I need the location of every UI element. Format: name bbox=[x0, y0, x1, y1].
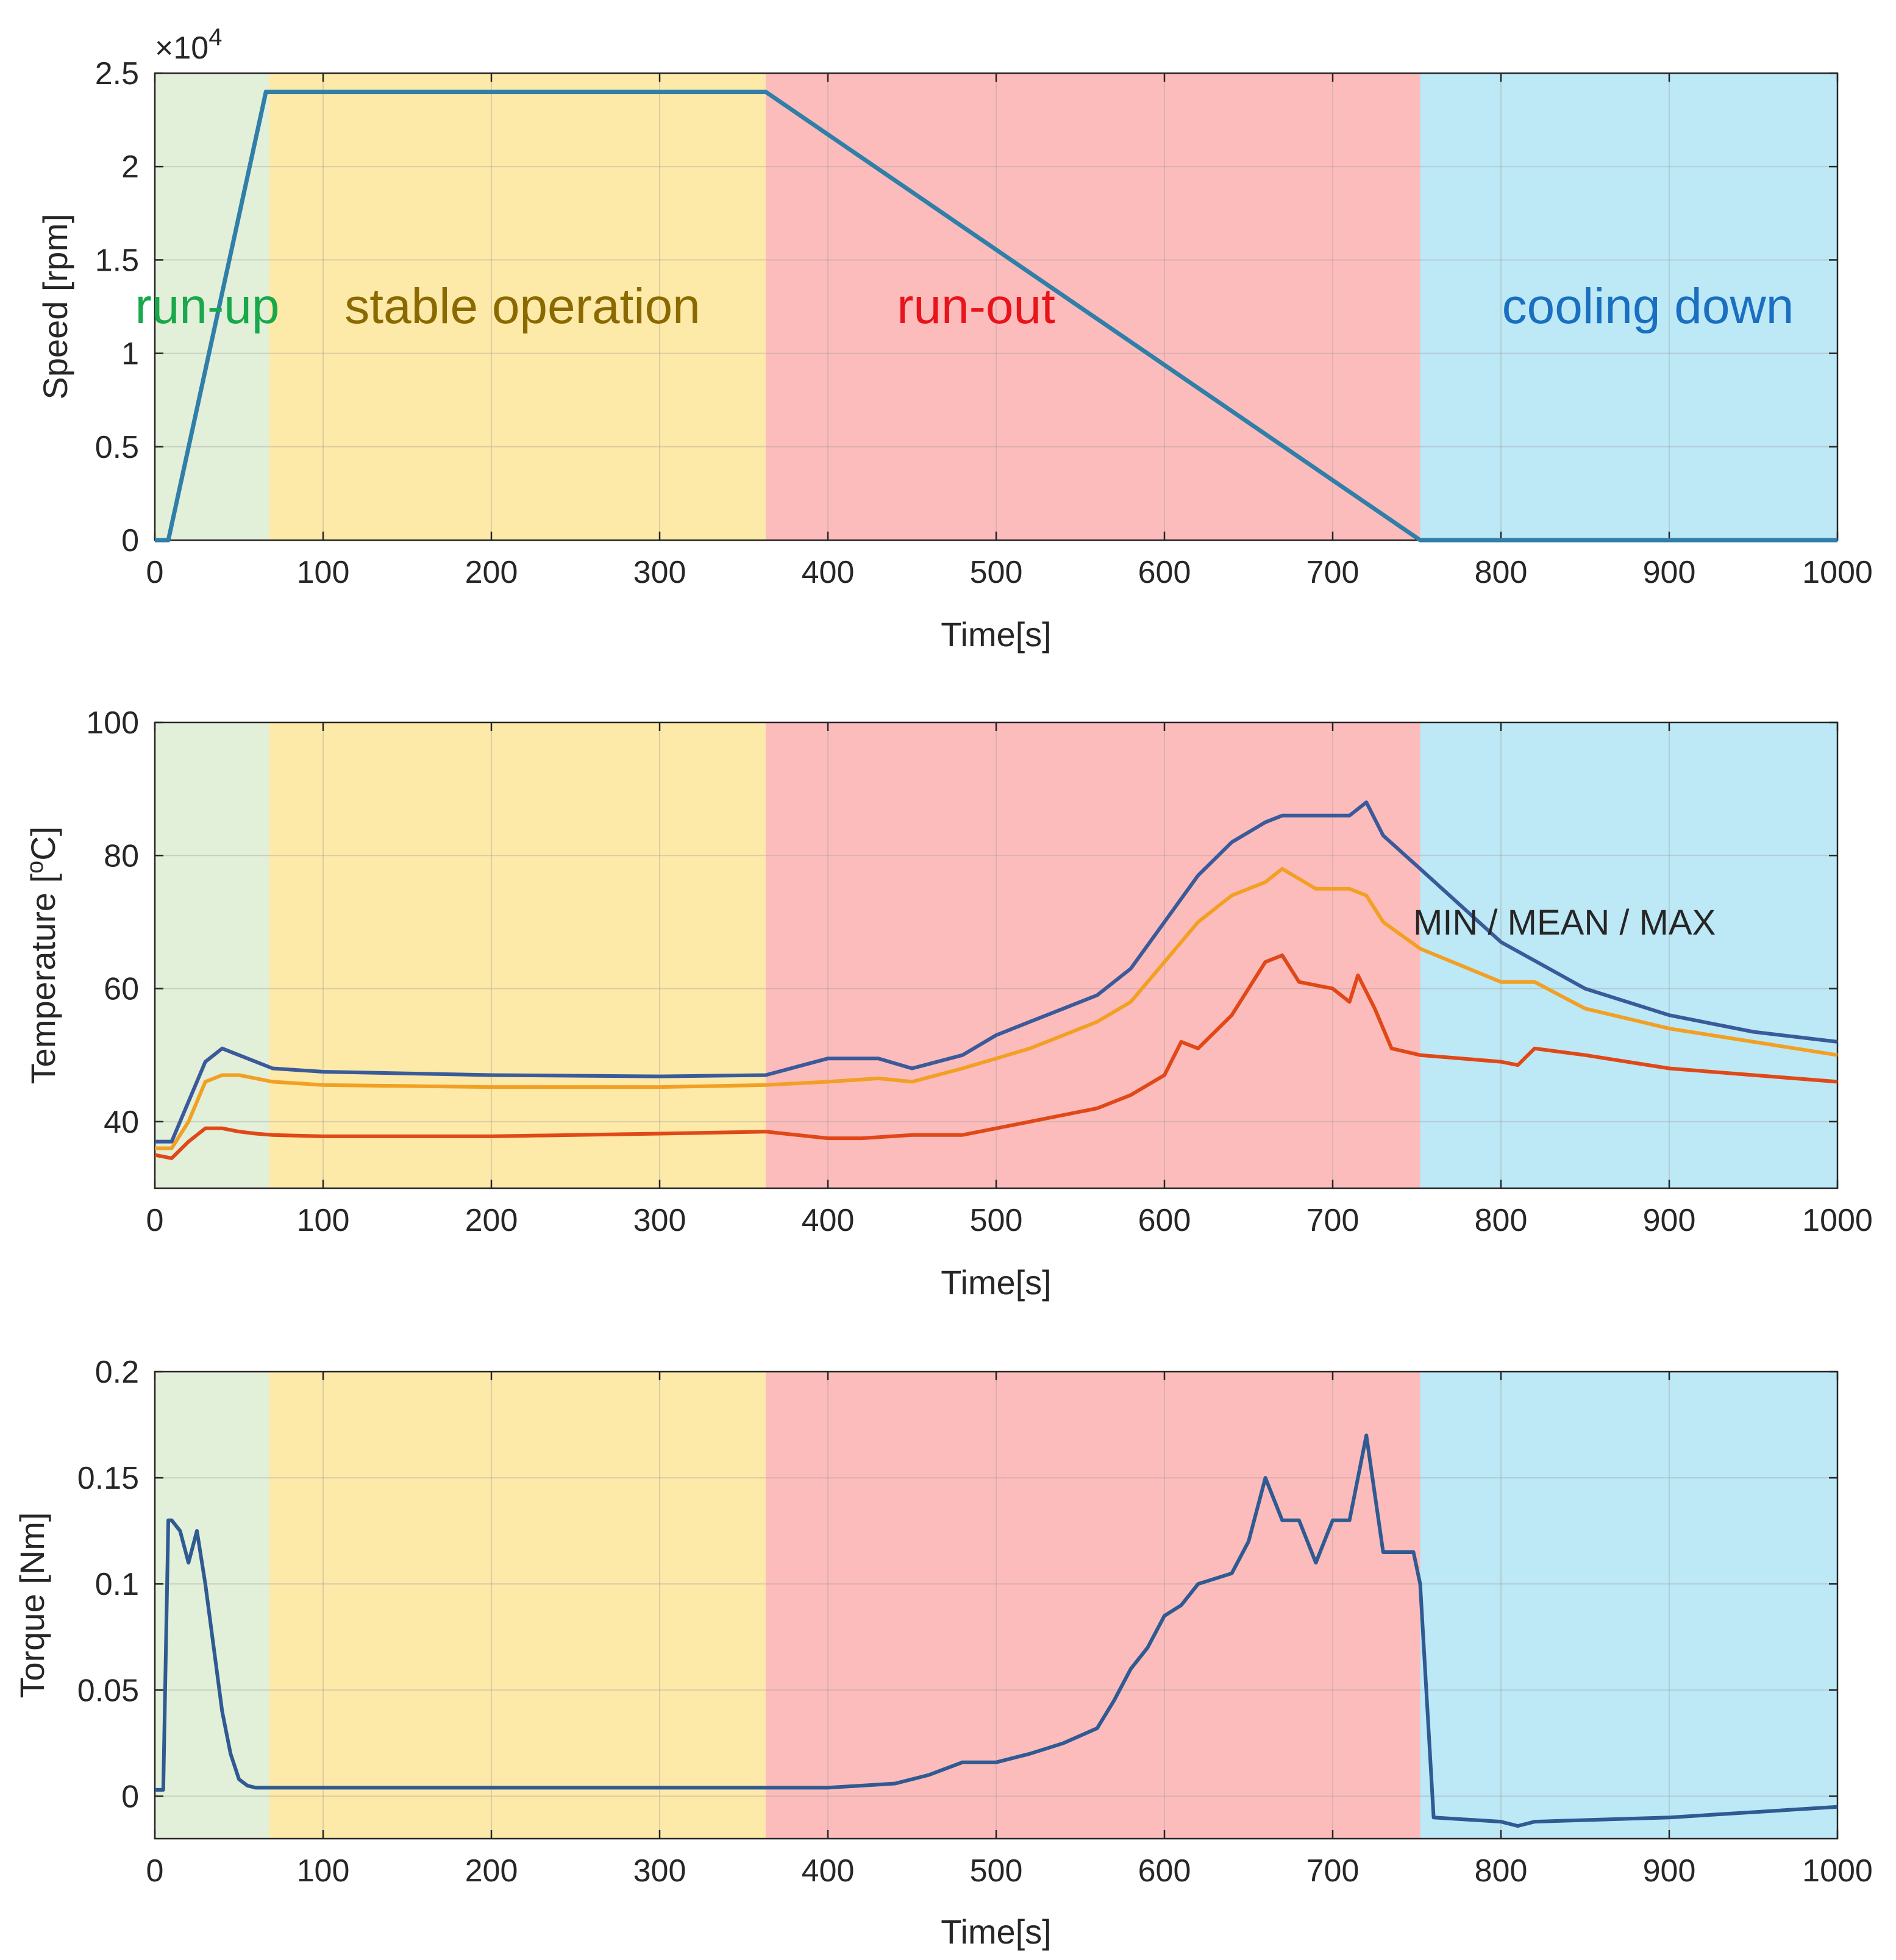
speed-x-tick-label-100: 100 bbox=[297, 555, 350, 590]
torque-x-ticks: 0 100 200 300 400 500 600 700 800 900 1000 bbox=[146, 1372, 1873, 1889]
temperature-x-tick-label-800: 800 bbox=[1475, 1203, 1528, 1238]
speed-y-tick-label-0: 0 bbox=[121, 523, 139, 558]
torque-x-tick-label-900: 900 bbox=[1643, 1853, 1696, 1889]
speed-y-tick-label-0.5: 0.5 bbox=[95, 430, 139, 465]
speed-x-tick-label-0: 0 bbox=[146, 555, 164, 590]
speed-phase-run-up bbox=[155, 73, 269, 540]
phase-label-cooling: cooling down bbox=[1502, 279, 1794, 334]
temperature-y-tick-label-60: 60 bbox=[104, 972, 139, 1007]
temperature-x-tick-label-500: 500 bbox=[970, 1203, 1023, 1238]
torque-x-tick-label-700: 700 bbox=[1306, 1853, 1360, 1889]
temperature-max-line bbox=[155, 800, 1838, 1144]
speed-y-tick-label-2.5: 2.5 bbox=[95, 56, 139, 91]
temperature-x-axis-label: Time[s] bbox=[941, 1263, 1051, 1302]
temperature-min-line bbox=[154, 953, 1838, 1160]
speed-x-ticks: 0 100 200 300 400 500 600 700 800 900 1000 bbox=[146, 73, 1873, 590]
temperature-x-tick-label-900: 900 bbox=[1643, 1203, 1696, 1238]
temperature-x-tick-label-600: 600 bbox=[1138, 1203, 1191, 1238]
temperature-y-ticks: 40 60 80 100 bbox=[86, 705, 1837, 1140]
temp-phase-run-up bbox=[155, 722, 269, 1188]
torque-y-tick-label-0.2: 0.2 bbox=[95, 1355, 139, 1390]
torque-y-ticks: 0 0.05 0.1 0.15 0.2 bbox=[77, 1355, 1837, 1814]
torque-phase-stable bbox=[269, 1372, 766, 1839]
phase-label-stable: stable operation bbox=[344, 279, 700, 334]
temp-phase-stable bbox=[269, 722, 766, 1188]
temperature-x-tick-label-0: 0 bbox=[146, 1203, 164, 1238]
torque-x-tick-label-0: 0 bbox=[146, 1853, 164, 1889]
speed-panel: 0 100 200 300 400 500 600 700 800 900 1000 0 0.5 1 1.… bbox=[36, 24, 1873, 654]
speed-phase-cooling bbox=[1420, 73, 1837, 540]
speed-x-tick-label-900: 900 bbox=[1643, 555, 1696, 590]
temperature-annotation: MIN / MEAN / MAX bbox=[1413, 903, 1716, 943]
torque-x-tick-label-800: 800 bbox=[1475, 1853, 1528, 1889]
torque-x-tick-label-300: 300 bbox=[633, 1853, 686, 1889]
speed-y-axis-label: Speed [rpm] bbox=[36, 213, 74, 399]
temperature-x-tick-label-1000: 1000 bbox=[1802, 1203, 1873, 1238]
torque-x-tick-label-600: 600 bbox=[1138, 1853, 1191, 1889]
speed-y-tick-label-2: 2 bbox=[121, 149, 139, 185]
speed-y-tick-label-1.5: 1.5 bbox=[95, 243, 139, 278]
torque-y-tick-label-0: 0 bbox=[121, 1779, 139, 1814]
torque-x-tick-label-100: 100 bbox=[297, 1853, 350, 1889]
torque-x-tick-label-200: 200 bbox=[465, 1853, 518, 1889]
speed-y-ticks: 0 0.5 1 1.5 2 2.5 bbox=[95, 56, 1837, 558]
torque-y-tick-label-0.05: 0.05 bbox=[77, 1673, 139, 1708]
speed-y-exponent: ×104 bbox=[155, 24, 222, 66]
temperature-y-tick-label-100: 100 bbox=[86, 705, 139, 741]
torque-y-axis-label: Torque [Nm] bbox=[13, 1513, 51, 1698]
torque-x-tick-label-1000: 1000 bbox=[1802, 1853, 1873, 1889]
phase-label-run-up: run-up bbox=[135, 279, 279, 334]
speed-x-tick-label-500: 500 bbox=[970, 555, 1023, 590]
temperature-x-tick-label-400: 400 bbox=[802, 1203, 855, 1238]
temperature-x-ticks: 0 100 200 300 400 500 600 700 800 900 1000 bbox=[146, 722, 1873, 1238]
speed-x-tick-label-300: 300 bbox=[633, 555, 686, 590]
phase-label-run-out: run-out bbox=[897, 279, 1055, 334]
temperature-x-tick-label-300: 300 bbox=[633, 1203, 686, 1238]
torque-panel: 0 100 200 300 400 500 600 700 800 900 1000 0 0.05 0.… bbox=[13, 1355, 1873, 1951]
speed-x-tick-label-400: 400 bbox=[802, 555, 855, 590]
temperature-y-tick-label-80: 80 bbox=[104, 838, 139, 874]
temp-phase-cooling bbox=[1420, 722, 1837, 1188]
speed-phase-run-out bbox=[765, 73, 1420, 540]
temperature-y-tick-label-40: 40 bbox=[104, 1105, 139, 1140]
temperature-x-tick-label-700: 700 bbox=[1306, 1203, 1360, 1238]
speed-x-tick-label-200: 200 bbox=[465, 555, 518, 590]
temp-phase-run-out bbox=[765, 722, 1420, 1188]
torque-series-line bbox=[155, 1433, 1838, 1828]
temperature-x-tick-label-100: 100 bbox=[297, 1203, 350, 1238]
speed-x-tick-label-700: 700 bbox=[1306, 555, 1360, 590]
torque-x-axis-label: Time[s] bbox=[941, 1912, 1051, 1951]
temperature-mean-line bbox=[155, 867, 1838, 1150]
temperature-x-tick-label-200: 200 bbox=[465, 1203, 518, 1238]
speed-y-tick-label-1: 1 bbox=[121, 337, 139, 372]
speed-series-line bbox=[155, 90, 1837, 543]
speed-x-axis-label: Time[s] bbox=[941, 615, 1051, 654]
speed-x-tick-label-600: 600 bbox=[1138, 555, 1191, 590]
torque-phase-run-up bbox=[155, 1372, 269, 1839]
torque-phase-run-out bbox=[765, 1372, 1420, 1839]
torque-phase-cooling bbox=[1420, 1372, 1837, 1839]
torque-x-tick-label-500: 500 bbox=[970, 1853, 1023, 1889]
temperature-y-axis-label: Temperature [oC] bbox=[23, 827, 62, 1085]
speed-x-tick-label-1000: 1000 bbox=[1802, 555, 1873, 590]
temperature-panel: 0 100 200 300 400 500 600 700 800 900 1000 40 60 80 1… bbox=[23, 705, 1873, 1302]
speed-x-tick-label-800: 800 bbox=[1475, 555, 1528, 590]
torque-x-tick-label-400: 400 bbox=[802, 1853, 855, 1889]
torque-y-tick-label-0.15: 0.15 bbox=[77, 1461, 139, 1496]
torque-y-tick-label-0.1: 0.1 bbox=[95, 1567, 139, 1602]
speed-phase-stable bbox=[269, 73, 766, 540]
